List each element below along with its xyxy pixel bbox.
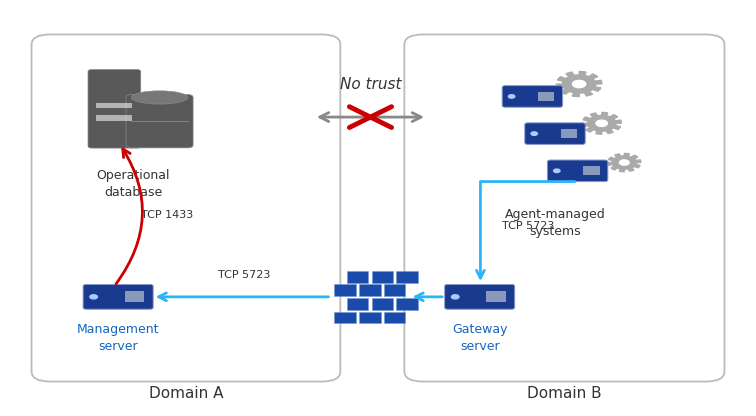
Text: Domain B: Domain B	[527, 386, 602, 401]
Circle shape	[90, 295, 98, 299]
Bar	[561, 129, 577, 138]
FancyBboxPatch shape	[525, 123, 585, 144]
FancyBboxPatch shape	[445, 285, 515, 309]
FancyBboxPatch shape	[126, 94, 193, 148]
Circle shape	[619, 160, 629, 165]
Bar	[584, 166, 600, 176]
Bar	[396, 298, 418, 310]
Bar	[334, 312, 356, 324]
Bar	[384, 312, 405, 324]
FancyBboxPatch shape	[502, 86, 562, 107]
Bar	[347, 271, 368, 282]
Bar	[359, 312, 380, 324]
Text: TCP 1433: TCP 1433	[141, 210, 193, 220]
Bar	[359, 285, 380, 296]
Bar	[125, 292, 144, 302]
Polygon shape	[556, 72, 602, 97]
Bar	[372, 298, 393, 310]
Bar	[347, 298, 368, 310]
Bar	[96, 103, 132, 109]
Text: Operational
database: Operational database	[97, 169, 170, 199]
Bar	[486, 292, 506, 302]
Text: Gateway
server: Gateway server	[452, 323, 507, 353]
FancyBboxPatch shape	[547, 160, 608, 182]
Bar	[396, 271, 418, 282]
Text: TCP 5723: TCP 5723	[502, 220, 555, 230]
Text: No trust: No trust	[339, 77, 401, 92]
Polygon shape	[582, 112, 621, 134]
Circle shape	[531, 132, 538, 135]
Bar	[96, 115, 132, 121]
Text: Domain A: Domain A	[149, 386, 223, 401]
Circle shape	[596, 120, 607, 126]
Text: Agent-managed
systems: Agent-managed systems	[505, 208, 606, 238]
Circle shape	[572, 80, 586, 88]
Bar	[334, 285, 356, 296]
Text: TCP 5723: TCP 5723	[218, 270, 271, 280]
Text: Management
server: Management server	[77, 323, 160, 353]
Circle shape	[508, 95, 515, 98]
FancyBboxPatch shape	[83, 285, 153, 309]
Polygon shape	[608, 154, 641, 172]
Ellipse shape	[132, 91, 187, 104]
Circle shape	[451, 295, 459, 299]
FancyBboxPatch shape	[88, 69, 141, 148]
Bar	[384, 285, 405, 296]
Bar	[538, 92, 554, 101]
Circle shape	[553, 169, 560, 173]
Bar	[372, 271, 393, 282]
